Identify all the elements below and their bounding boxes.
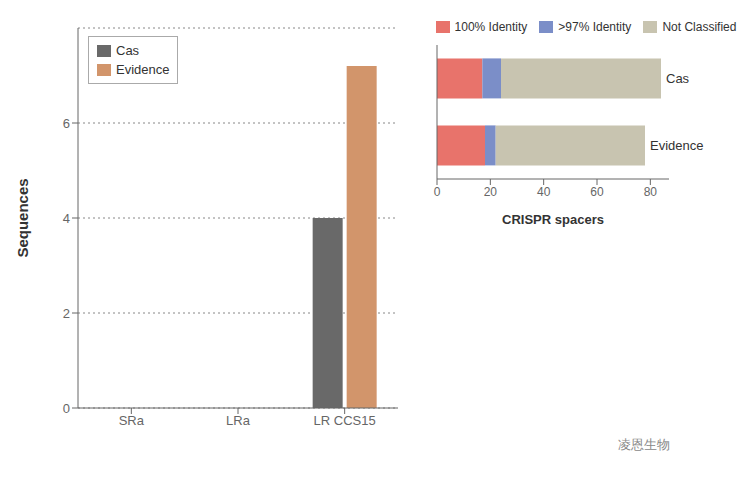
svg-text:LRa: LRa (226, 413, 251, 428)
html-text:100% Identity: 100% Identity (454, 20, 528, 34)
svg-text:20: 20 (484, 185, 498, 199)
svg-text:2: 2 (63, 306, 70, 321)
svg-text:0: 0 (434, 185, 441, 199)
html-text:Evidence: Evidence (116, 62, 170, 77)
svg-text:80: 80 (644, 185, 658, 199)
svg-text:Sequences: Sequences (14, 178, 31, 257)
svg-text:4: 4 (63, 211, 70, 226)
html-text:>97% Identity: >97% Identity (558, 20, 632, 34)
svg-text:40: 40 (537, 185, 551, 199)
svg-text:60: 60 (590, 185, 604, 199)
svg-text:LR CCS15: LR CCS15 (314, 413, 376, 428)
svg-text:Cas: Cas (666, 71, 690, 86)
html-text:Cas: Cas (116, 43, 140, 58)
svg-text:CRISPR spacers: CRISPR spacers (502, 212, 604, 227)
svg-text:SRa: SRa (119, 413, 145, 428)
html-text:凌恩生物: 凌恩生物 (618, 437, 670, 452)
svg-text:6: 6 (63, 116, 70, 131)
svg-text:0: 0 (63, 401, 70, 416)
html-text:Not Classified: Not Classified (662, 20, 737, 34)
svg-text:Evidence: Evidence (650, 138, 703, 153)
